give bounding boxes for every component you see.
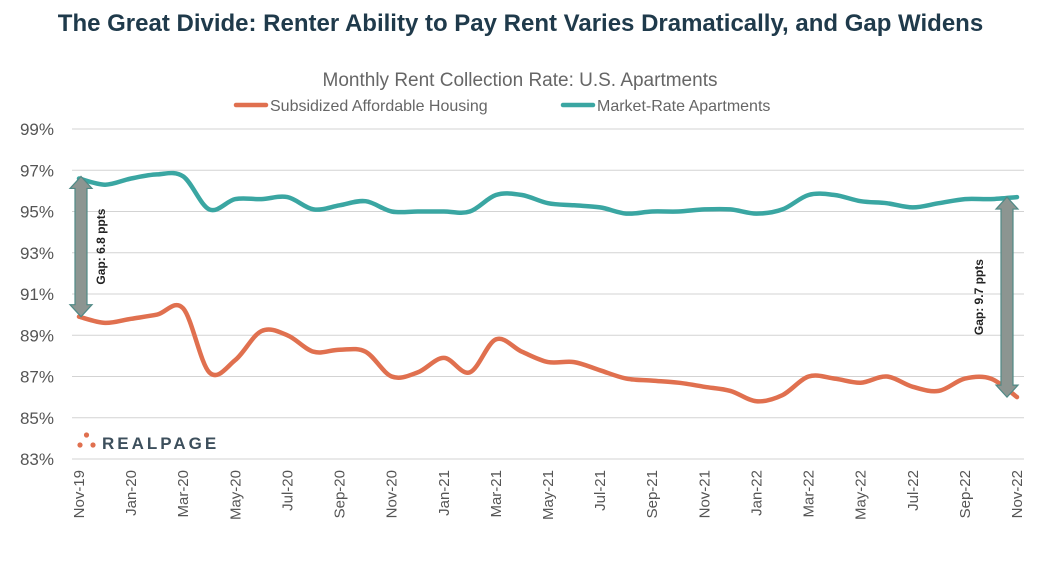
x-tick-label: Jul-20 [279,470,296,511]
series-line-0 [76,302,1020,404]
x-tick-label: Jan-21 [436,470,453,516]
y-tick-label: 93% [20,244,54,263]
legend-label: Market-Rate Apartments [597,98,770,115]
x-tick-label: Mar-22 [801,470,818,518]
x-tick-label: May-20 [227,470,244,520]
logo-dot-icon [90,442,96,448]
gap-label: Gap: 9.7 ppts [972,259,986,335]
y-tick-label: 83% [20,450,54,469]
x-tick-label: Nov-21 [696,470,713,518]
x-tick-label: Mar-20 [175,470,192,518]
x-tick-label: Jan-20 [123,470,140,516]
x-tick-label: Nov-20 [384,470,401,518]
legend-label: Subsidized Affordable Housing [270,98,488,115]
legend: Subsidized Affordable Housing Market-Rate… [233,98,770,115]
gap-arrow-icon [994,196,1020,399]
y-tick-label: 91% [20,285,54,304]
y-tick-label: 87% [20,368,54,387]
y-tick-label: 89% [20,326,54,345]
gap-annotations: Gap: 6.8 ppts Gap: 9.7 ppts [68,175,1020,399]
x-tick-label: Sep-21 [644,470,661,518]
realpage-logo: REALPAGE [77,432,219,453]
gap-label: Gap: 6.8 ppts [94,208,108,284]
chart-subtitle: Monthly Rent Collection Rate: U.S. Apart… [323,70,718,91]
y-tick-label: 99% [20,120,54,139]
x-tick-label: Nov-22 [1009,470,1026,518]
series-lines [76,170,1020,404]
x-tick-label: Sep-22 [957,470,974,518]
gridlines [72,128,1024,460]
page-title: The Great Divide: Renter Ability to Pay … [57,10,984,37]
y-tick-label: 97% [20,161,54,180]
logo-dot-icon [77,442,83,448]
x-axis: Nov-19 Jan-20 Mar-20 May-20 Jul-20 Sep-20 Nov-… [71,470,1026,520]
series-line-1 [76,170,1020,216]
gap-arrow-icon [68,175,94,318]
x-tick-label: May-22 [853,470,870,520]
x-tick-label: Nov-19 [71,470,88,518]
y-tick-label: 95% [20,203,54,222]
logo-dot-icon [83,432,90,438]
x-tick-label: Jan-22 [748,470,765,516]
logo-text: REALPAGE [102,434,219,453]
y-axis: 83% 85% 87% 89% 91% 93% 95% 97% 99% [20,120,54,469]
x-tick-label: Jul-22 [905,470,922,511]
y-tick-label: 85% [20,409,54,428]
x-tick-label: May-21 [540,470,557,520]
x-tick-label: Mar-21 [488,470,505,518]
x-tick-label: Jul-21 [592,470,609,511]
x-tick-label: Sep-20 [332,470,349,518]
